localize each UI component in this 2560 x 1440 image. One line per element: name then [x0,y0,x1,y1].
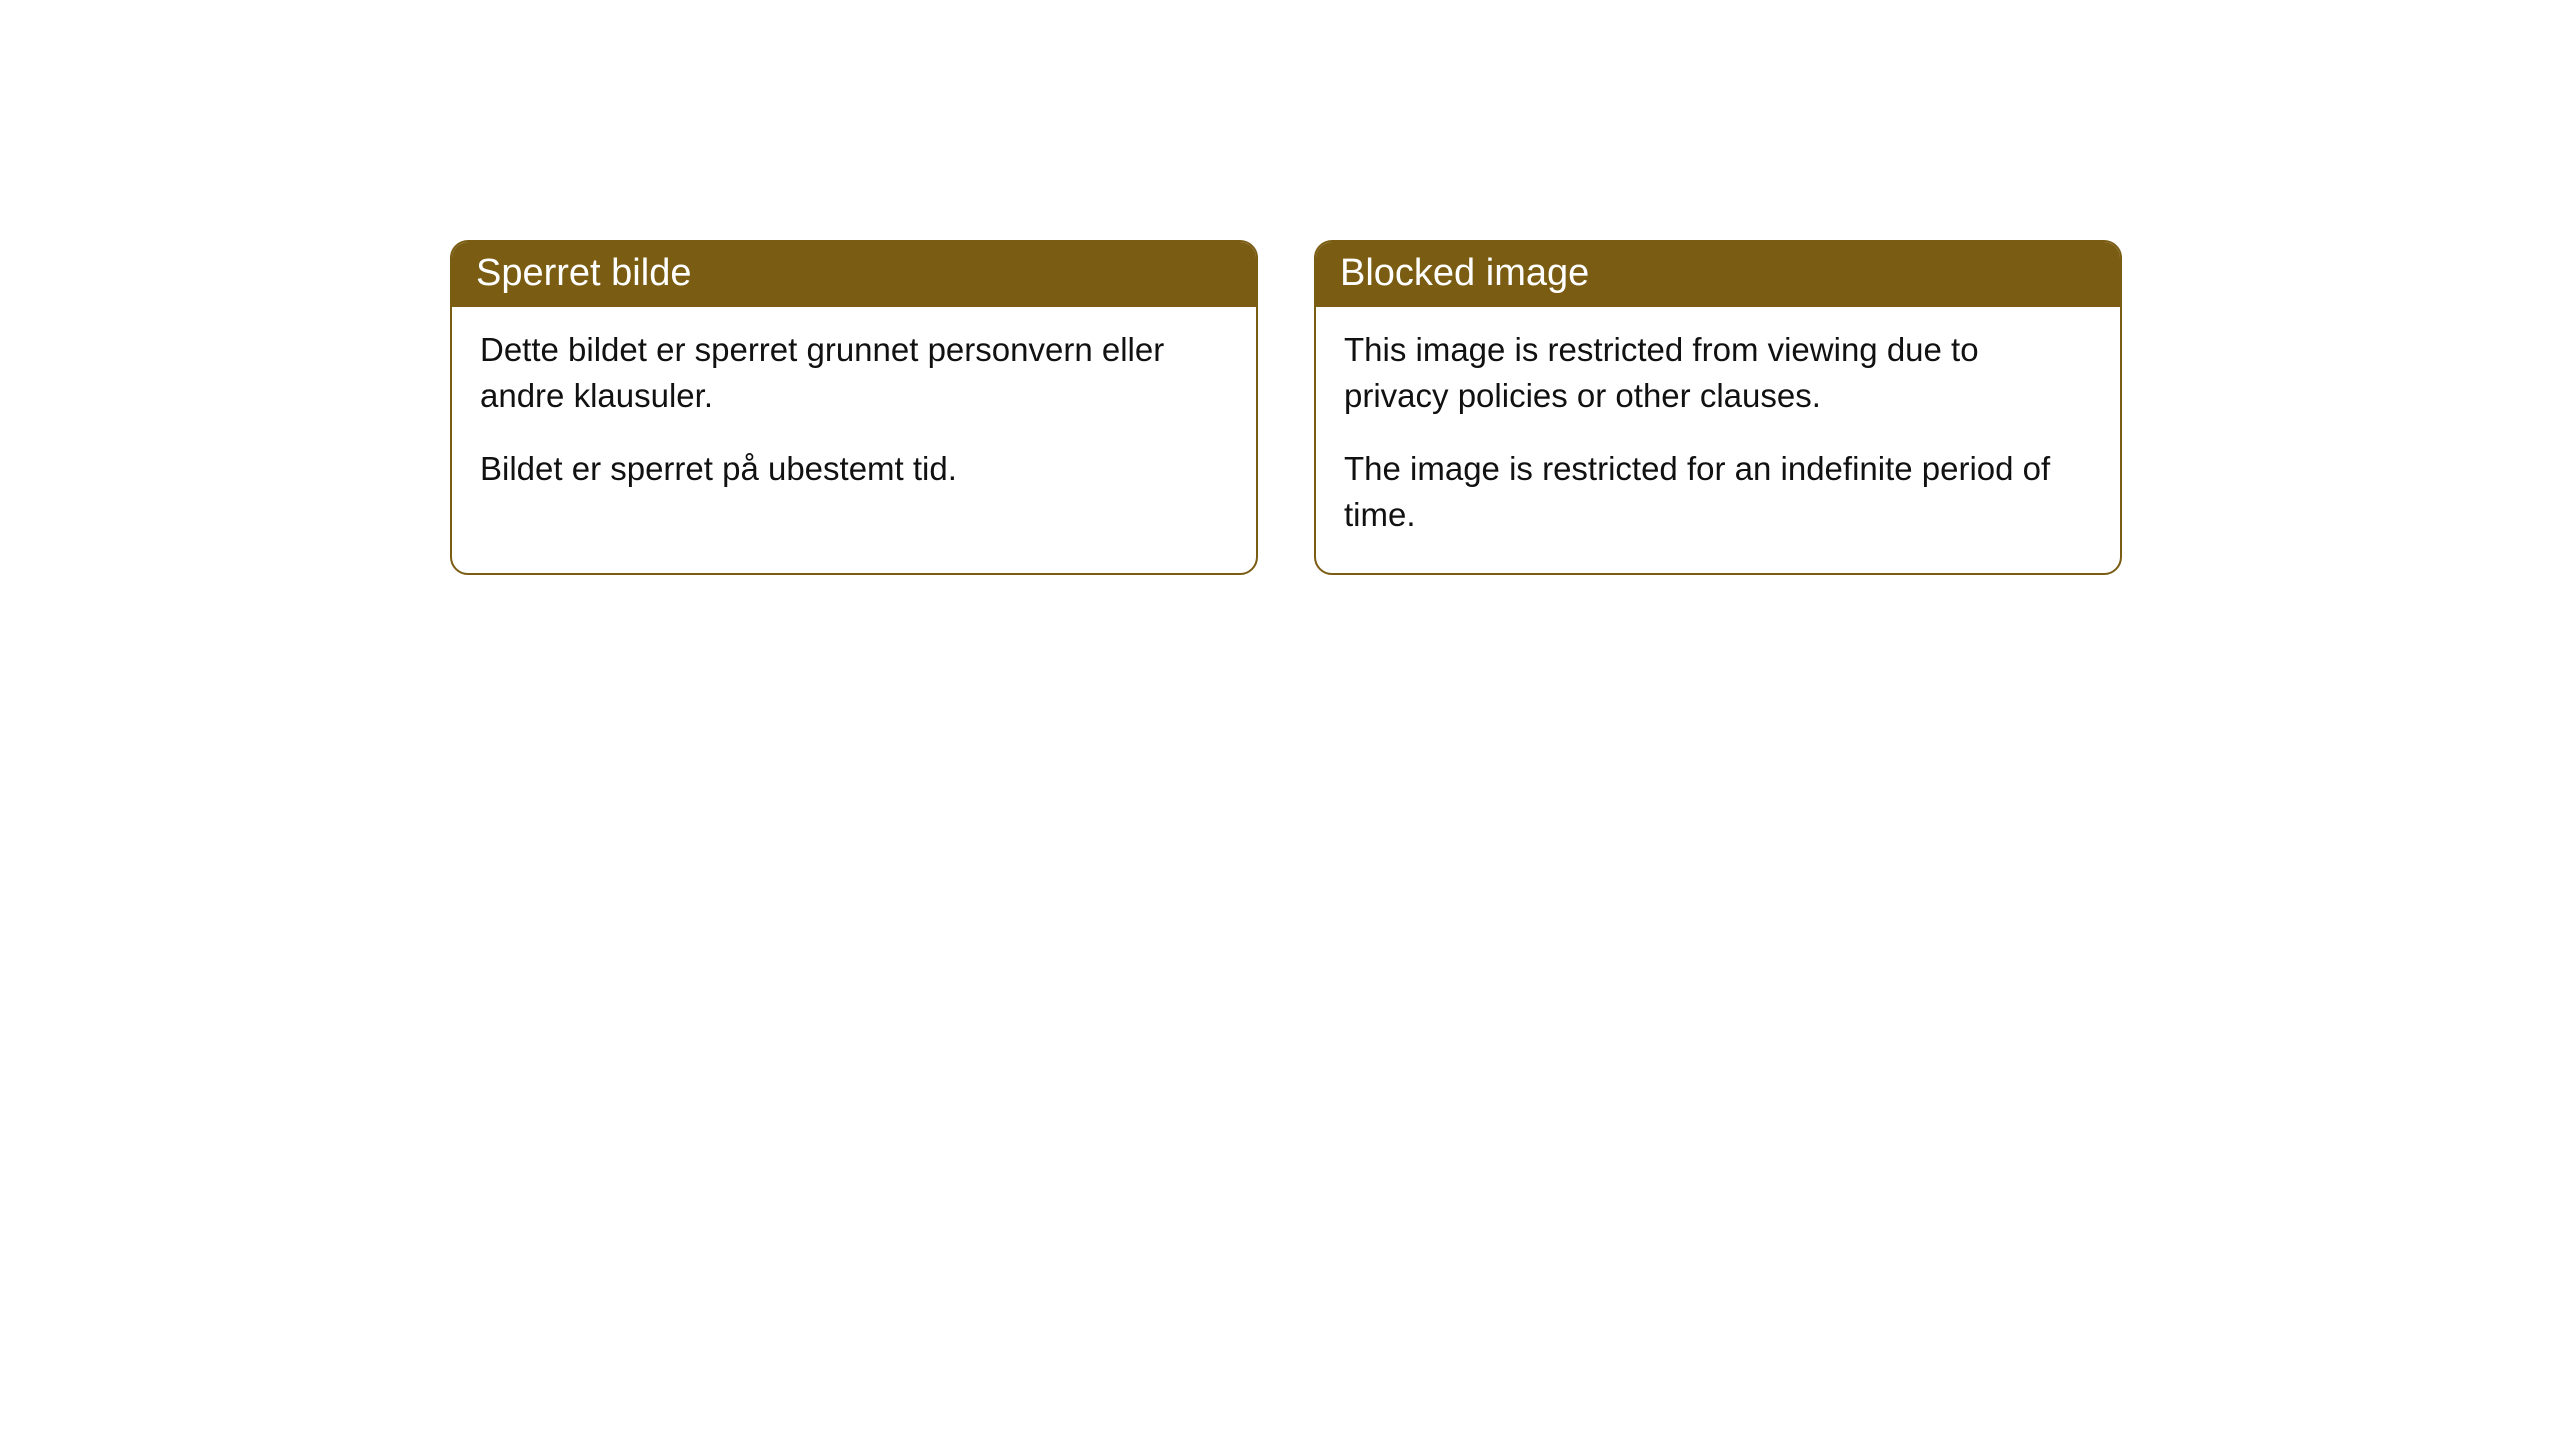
notice-card-title: Blocked image [1316,242,2120,307]
notice-paragraph: Bildet er sperret på ubestemt tid. [480,446,1228,492]
notice-paragraph: Dette bildet er sperret grunnet personve… [480,327,1228,418]
notice-card-title: Sperret bilde [452,242,1256,307]
notice-paragraph: This image is restricted from viewing du… [1344,327,2092,418]
notice-card-english: Blocked image This image is restricted f… [1314,240,2122,575]
notice-card-norwegian: Sperret bilde Dette bildet er sperret gr… [450,240,1258,575]
notice-card-body: Dette bildet er sperret grunnet personve… [452,307,1256,528]
notice-card-body: This image is restricted from viewing du… [1316,307,2120,573]
notice-container: Sperret bilde Dette bildet er sperret gr… [0,0,2560,575]
notice-paragraph: The image is restricted for an indefinit… [1344,446,2092,537]
